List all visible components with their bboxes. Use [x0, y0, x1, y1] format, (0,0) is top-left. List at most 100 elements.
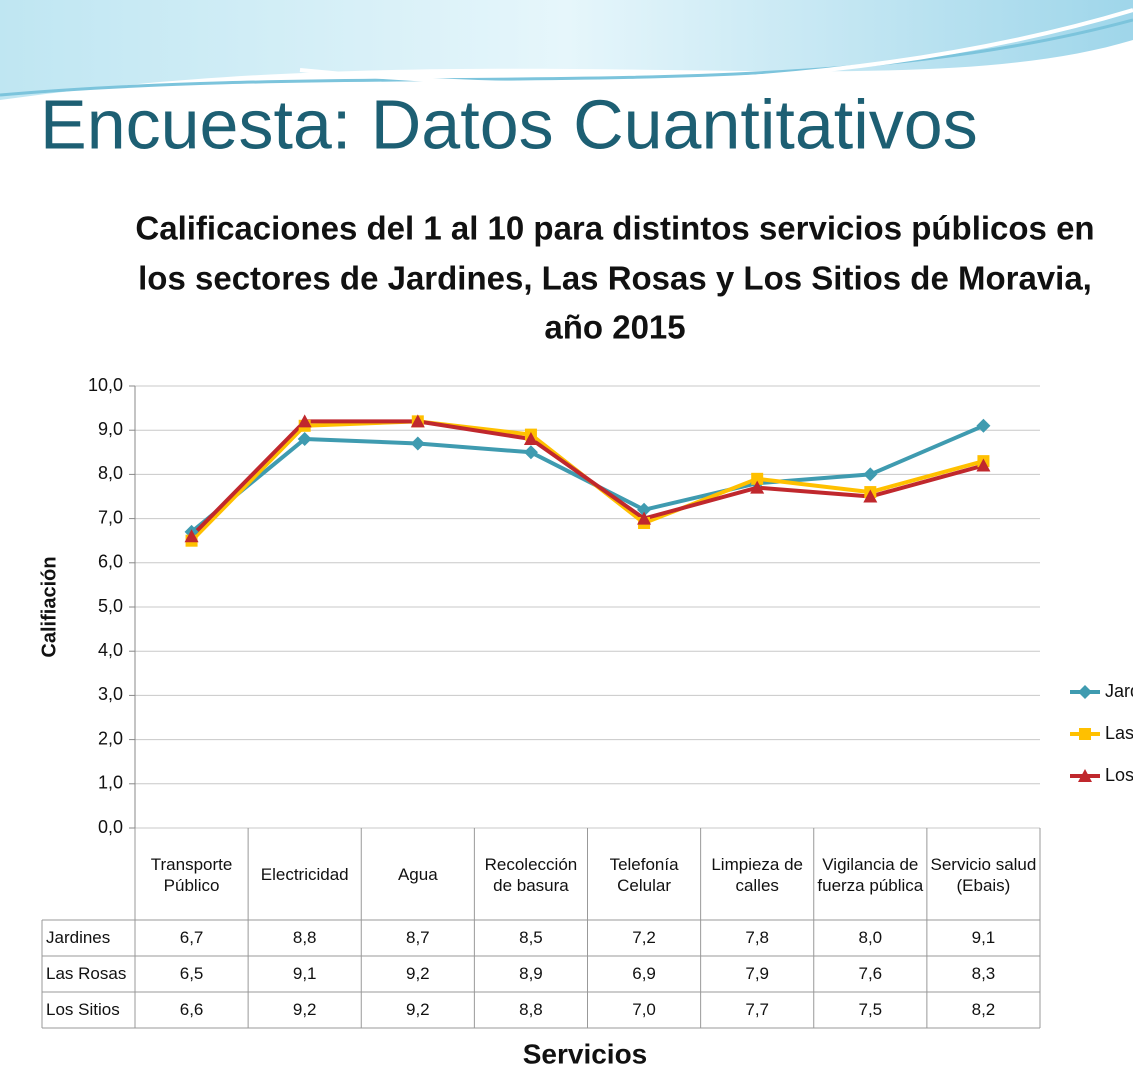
table-value: 7,8 [745, 928, 769, 948]
table-value: 6,6 [179, 1000, 204, 1020]
marker [976, 458, 991, 472]
table-series-name: Las Rosas [46, 964, 127, 984]
marker [637, 511, 652, 525]
table-value: 7,5 [858, 1000, 883, 1020]
y-tick-label: 0,0 [98, 817, 123, 837]
table-value: 8,5 [519, 928, 543, 948]
table-value: 8,2 [971, 1000, 996, 1020]
category-label: Servicio salud (Ebais) [930, 854, 1037, 895]
marker [410, 414, 425, 428]
category-label: Agua [397, 865, 438, 885]
table-value: 9,2 [292, 1000, 317, 1020]
table-value: 9,1 [971, 928, 996, 948]
category-label: Electricidad [260, 865, 349, 885]
slide-title: Encuesta: Datos Cuantitativos [40, 85, 978, 163]
y-tick-label: 9,0 [98, 419, 123, 439]
table-value: 7,9 [745, 964, 769, 984]
marker [750, 480, 765, 494]
legend-label: Las Rosas [1105, 723, 1133, 743]
category-label: Limpieza de calles [711, 854, 804, 895]
category-label: Limpieza de calles [711, 854, 804, 895]
table-value: 6,9 [632, 964, 656, 984]
table-value: 6,7 [179, 928, 204, 948]
table-value: 8,7 [405, 928, 430, 948]
y-axis-title: Califiación [38, 556, 60, 657]
table-value: 7,9 [745, 964, 769, 984]
table-value: 9,2 [405, 1000, 430, 1020]
marker [523, 432, 538, 446]
header-curve [0, 18, 1133, 97]
y-tick-label: 7,0 [98, 507, 123, 527]
table-series-name: Jardines [46, 928, 111, 948]
legend-label: Jardines [1105, 681, 1133, 701]
table-value: 6,7 [179, 928, 204, 948]
marker [184, 529, 199, 543]
category-label: Agua [397, 865, 438, 885]
table-value: 7,2 [632, 928, 656, 948]
table-value: 7,8 [745, 928, 769, 948]
table-value: 9,2 [405, 964, 430, 984]
y-tick-label: 2,0 [98, 728, 123, 748]
table-value: 8,7 [405, 928, 430, 948]
table-value: 9,2 [405, 964, 430, 984]
table-series-name: Las Rosas [46, 964, 127, 984]
table-series-name: Jardines [46, 928, 111, 948]
legend-marker [1078, 685, 1092, 699]
marker [863, 489, 878, 503]
y-tick-label: 10,0 [88, 375, 123, 395]
y-tick-label: 6,0 [98, 552, 123, 572]
legend-marker [1079, 728, 1091, 740]
y-tick-label: 4,0 [98, 640, 123, 660]
marker [637, 502, 652, 517]
category-label: Vigilancia de fuerza pública [817, 854, 924, 895]
table-value: 7,7 [745, 1000, 769, 1020]
category-label: Telefonía Celular [609, 854, 679, 895]
table-value: 9,2 [405, 1000, 430, 1020]
category-label: Recolección de basura [484, 854, 578, 895]
marker [523, 445, 538, 460]
marker [297, 432, 312, 447]
y-tick-label: 5,0 [98, 596, 123, 616]
category-label: Transporte Público [150, 854, 233, 895]
chart-title: los sectores de Jardines, Las Rosas y Lo… [138, 260, 1092, 297]
table-value: 8,9 [519, 964, 543, 984]
table-value: 6,9 [632, 964, 656, 984]
y-tick-label: 1,0 [98, 773, 123, 793]
category-label: Transporte Público [150, 854, 233, 895]
table-value: 8,9 [519, 964, 543, 984]
table-value: 6,5 [180, 964, 204, 983]
category-label: Vigilancia de fuerza pública [817, 854, 924, 895]
chart-title: año 2015 [544, 309, 685, 346]
marker [863, 467, 878, 482]
table-value: 8,0 [858, 928, 882, 947]
table-value: 8,3 [972, 964, 996, 983]
legend-marker [1078, 769, 1092, 782]
y-tick-label: 3,0 [98, 684, 123, 704]
table-series-name: Los Sitios [46, 1000, 120, 1020]
table-value: 8,5 [519, 928, 543, 948]
table-value: 9,2 [292, 1000, 317, 1020]
x-axis-title: Servicios [523, 1038, 648, 1069]
table-value: 7,6 [858, 964, 883, 984]
table-value: 8,2 [971, 1000, 996, 1020]
y-tick-label: 8,0 [98, 463, 123, 483]
category-label: Telefonía Celular [609, 854, 679, 895]
header-wave [0, 0, 1133, 100]
table-value: 7,6 [858, 964, 883, 984]
table-value: 6,6 [179, 1000, 204, 1020]
table-value: 7,5 [858, 1000, 883, 1020]
marker [976, 418, 991, 433]
table-value: 7,0 [632, 1000, 656, 1020]
category-label: Servicio salud (Ebais) [930, 854, 1037, 895]
table-value: 9,1 [292, 964, 317, 984]
table-value: 8,8 [519, 1000, 543, 1020]
table-series-name: Los Sitios [46, 1000, 120, 1020]
table-value: 8,8 [292, 928, 317, 948]
table-value: 8,8 [292, 928, 317, 948]
table-value: 7,2 [632, 928, 656, 948]
legend-label: Los Sitios [1105, 765, 1133, 785]
category-label: Recolección de basura [484, 854, 578, 895]
marker [297, 414, 312, 428]
table-value: 7,7 [745, 1000, 769, 1020]
series-line [190, 419, 984, 538]
